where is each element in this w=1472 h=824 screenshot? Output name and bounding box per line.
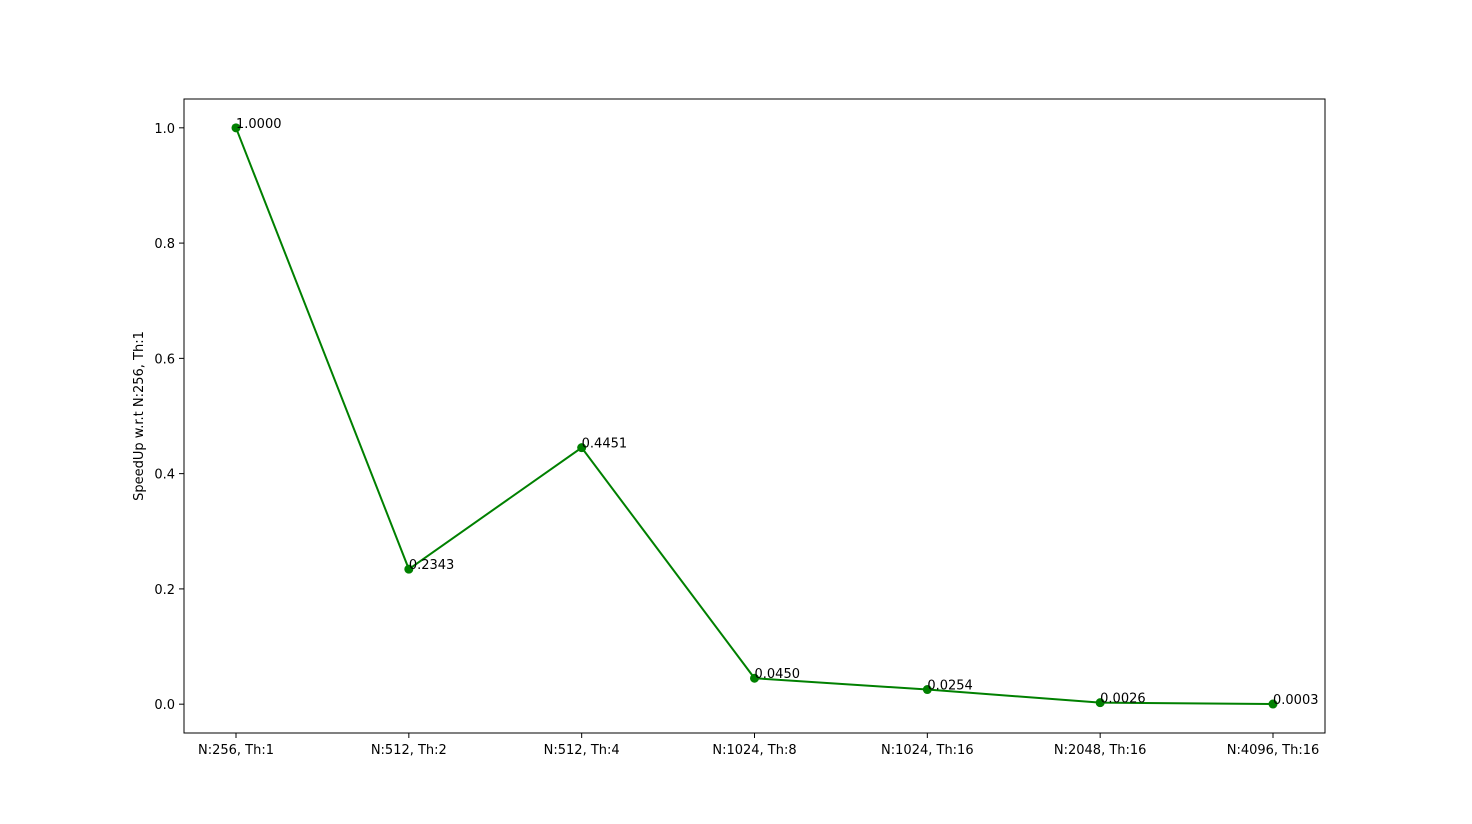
x-tick-label: N:4096, Th:16 [1227,743,1320,758]
x-tick-label: N:1024, Th:16 [881,743,974,758]
plot-frame [183,98,1326,734]
data-label: 1.0000 [236,117,282,132]
x-axis: N:256, Th:1 N:512, Th:2 N:512, Th:4 N:1024,… [198,733,1319,758]
data-point [1095,698,1105,708]
y-tick-label: 0.2 [154,583,175,598]
data-point [404,564,414,574]
data-label: 0.0026 [1100,692,1146,707]
data-label: 0.0450 [755,667,801,682]
x-tick-label: N:512, Th:2 [371,743,447,758]
data-label: 0.2343 [409,558,455,573]
data-labels: 1.0000 0.2343 0.4451 0.0450 0.0254 0.0026 0.00… [236,117,1319,708]
data-point [1268,699,1278,709]
data-markers [231,123,1278,709]
data-label: 0.0254 [927,679,973,694]
y-tick-label: 0.6 [154,352,175,367]
y-axis-label: SpeedUp w.r.t N:256, Th:1 [132,331,147,501]
y-tick-label: 0.0 [154,698,175,713]
data-point [577,443,587,453]
x-tick-label: N:512, Th:4 [544,743,620,758]
y-tick-label: 0.4 [154,468,175,483]
x-tick-label: N:2048, Th:16 [1054,743,1147,758]
y-tick-label: 0.8 [154,237,175,252]
data-label: 0.0003 [1273,693,1319,708]
data-point [922,685,932,695]
x-tick-label: N:256, Th:1 [198,743,274,758]
series-line [235,127,1274,706]
data-point [750,673,759,683]
data-point [231,123,241,133]
data-label: 0.4451 [582,437,628,452]
x-tick-label: N:1024, Th:8 [712,743,796,758]
y-tick-label: 1.0 [154,122,175,137]
y-axis: 0.0 0.2 0.4 0.6 0.8 1.0 [154,122,184,713]
